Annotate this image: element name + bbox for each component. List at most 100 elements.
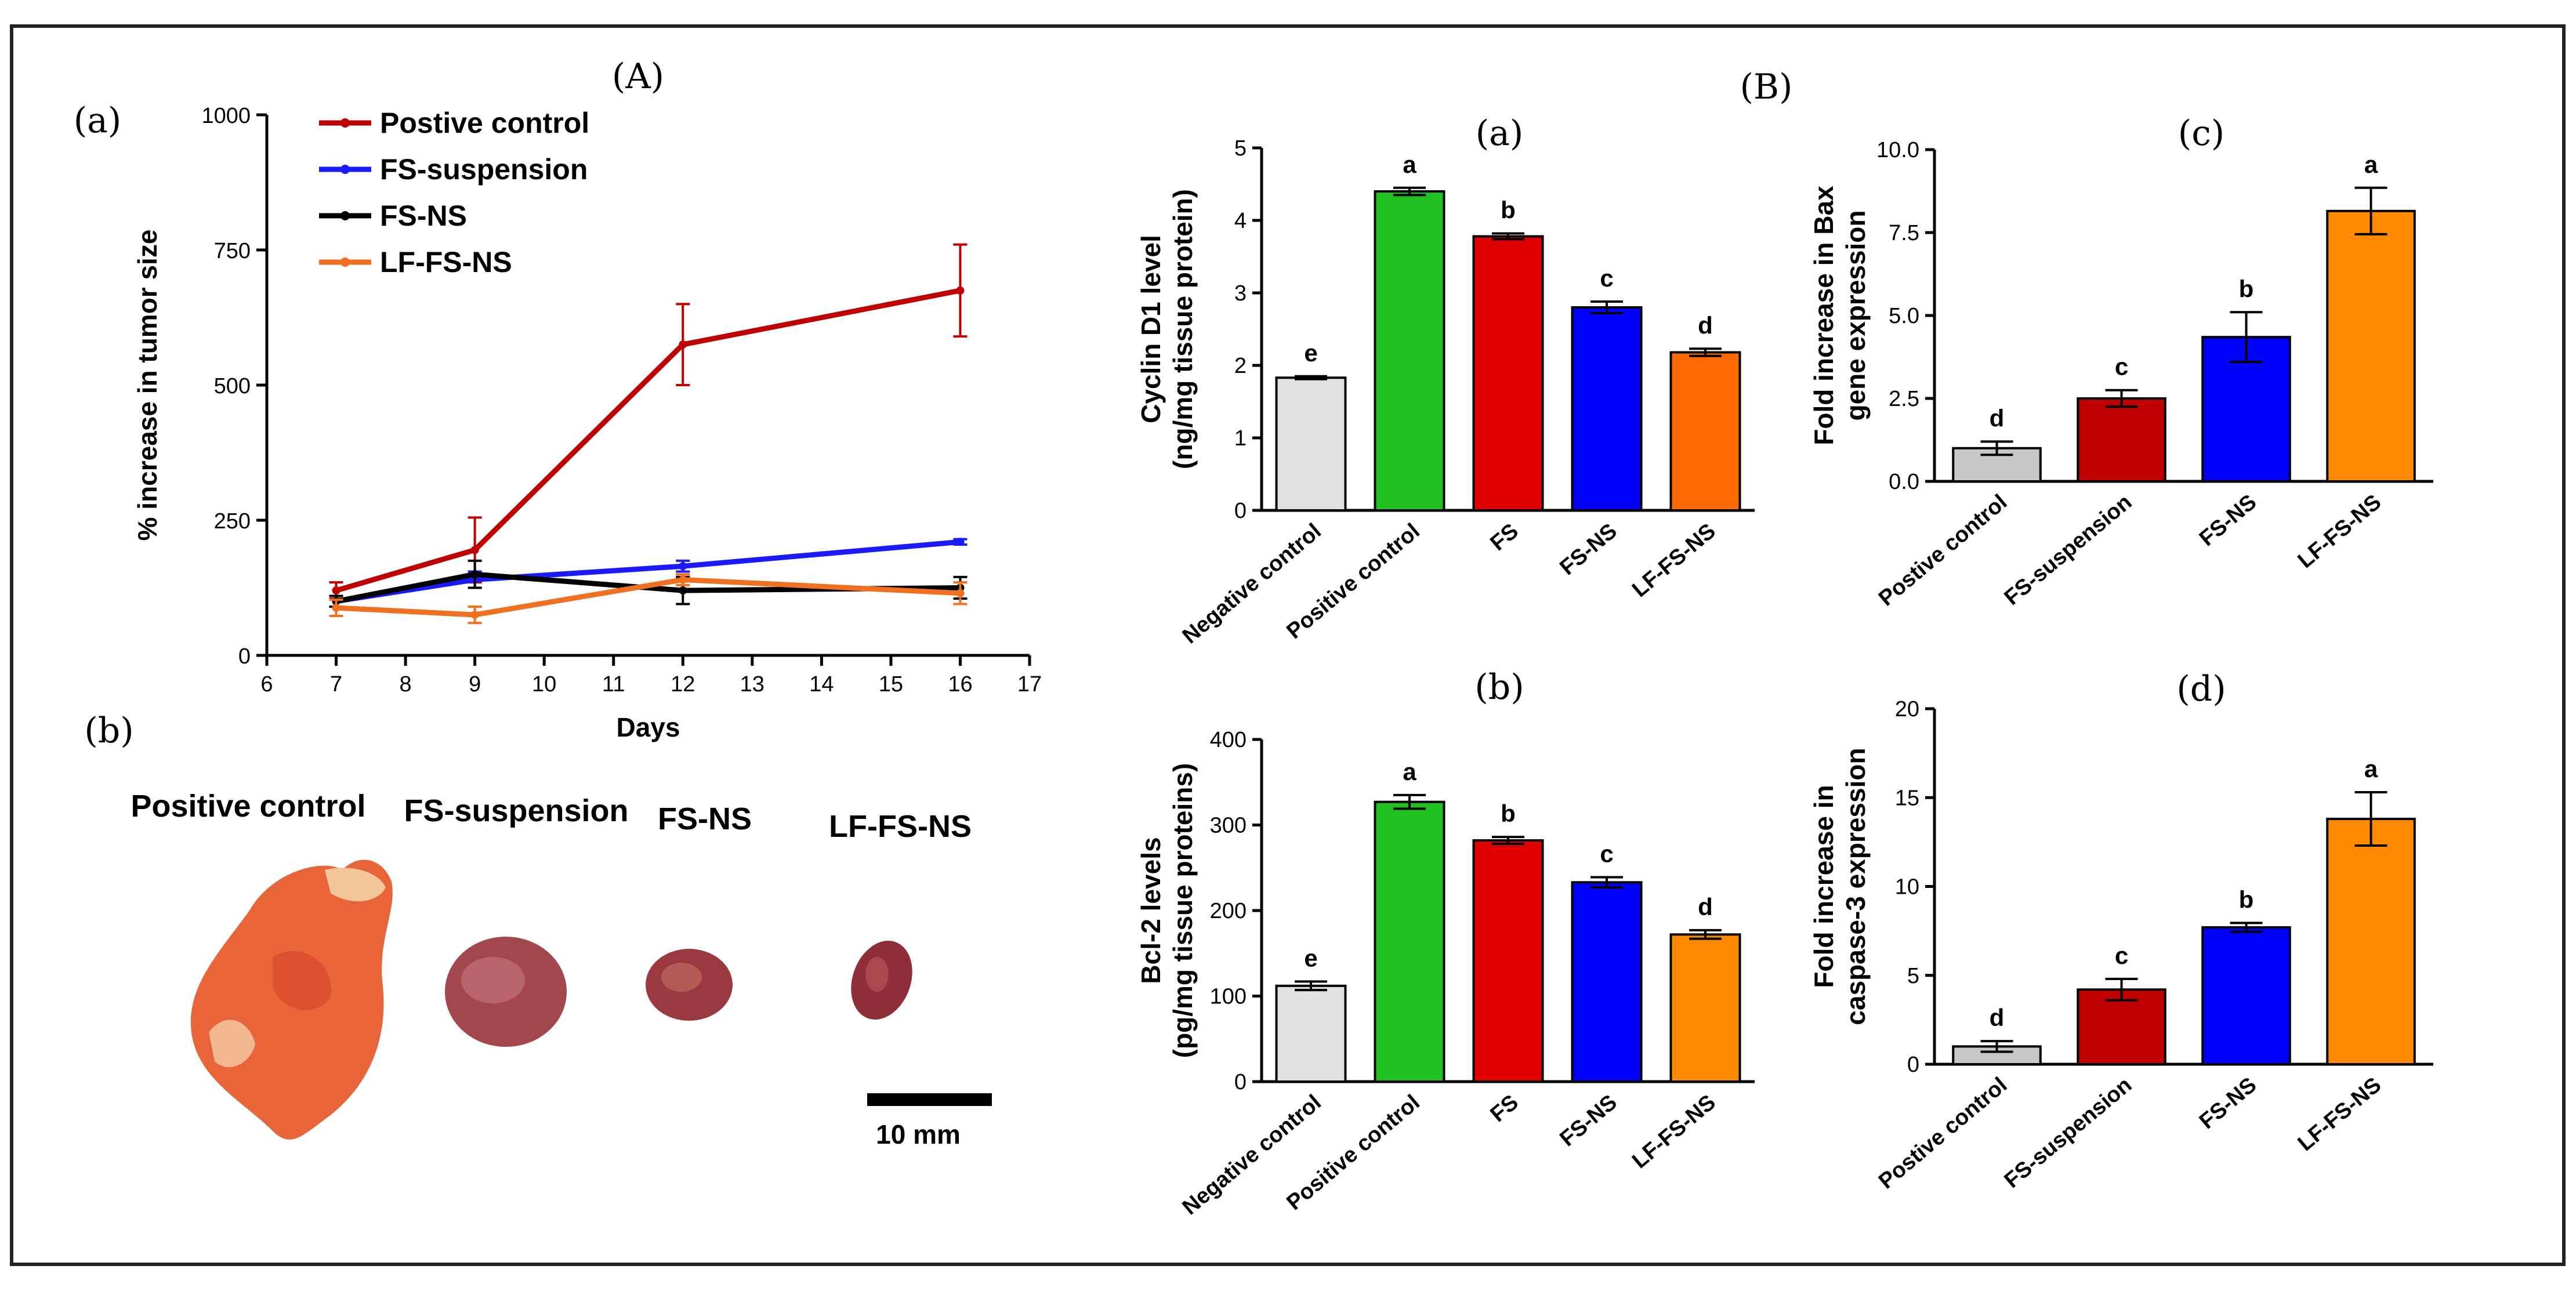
photo-label-positive-control: Positive control: [131, 789, 365, 824]
category-label-fs-ns: FS-NS: [2195, 490, 2261, 551]
legend-marker-lf-fs-ns: [340, 258, 350, 267]
bar-fs: [1472, 235, 1544, 512]
category-label-lf-fs-ns: LF-FS-NS: [1628, 519, 1720, 602]
legend-marker-postive-control: [340, 118, 350, 128]
data-point-fs-ns: [470, 570, 479, 579]
significance-letter-fs-suspension: c: [2115, 942, 2128, 969]
y-tick-label: 400: [1210, 728, 1247, 752]
y-tick-label: 3: [1234, 281, 1247, 306]
panel-label: (d): [2176, 669, 2226, 709]
significance-letter-lf-fs-ns: a: [2364, 151, 2378, 178]
bar-lf-fs-ns: [1669, 933, 1741, 1083]
significance-letter-postive-control: d: [1990, 404, 2005, 431]
category-label-lf-fs-ns: LF-FS-NS: [1628, 1090, 1720, 1173]
x-tick-label: 16: [948, 672, 972, 697]
bar-chart-cyclin-d1: (a) 0 1 2 3 4 5 Cyclin D1 level (ng/mg tissue pr…: [1136, 113, 1755, 648]
scale-bar-label: 10 mm: [876, 1119, 961, 1149]
category-label-fs: FS: [1486, 519, 1523, 556]
bar-negative-control: [1275, 376, 1347, 512]
error-bar-fs: [1492, 836, 1524, 845]
category-label-fs: FS: [1486, 1090, 1523, 1127]
data-point-lf-fs-ns: [956, 589, 965, 597]
category-label-postive-control: Postive control: [1874, 1073, 2012, 1194]
tumor-image-lf-fs-ns: [851, 941, 912, 1020]
significance-letter-fs: b: [1501, 197, 1516, 224]
panel-label-A: (A): [612, 56, 664, 97]
photo-label-lf-fs-ns: LF-FS-NS: [829, 809, 972, 844]
significance-letter-positive-control: a: [1403, 758, 1416, 785]
series-line-lf-fs-ns: [336, 577, 961, 618]
significance-letter-fs-ns: b: [2239, 275, 2254, 302]
y-tick-label: 300: [1210, 814, 1247, 838]
x-tick-label: 13: [740, 672, 765, 697]
photo-label-fs-ns: FS-NS: [658, 802, 752, 836]
category-label-fs-suspension: FS-suspension: [2000, 490, 2137, 610]
y-tick-label: 2.5: [1889, 387, 1919, 411]
data-point-postive-control: [470, 546, 479, 554]
data-point-postive-control: [332, 586, 340, 595]
y-tick-label: 0: [1234, 499, 1247, 523]
error-bar-lf-fs-ns: [2354, 186, 2387, 235]
y-tick-label: 250: [214, 509, 251, 534]
error-bar-positive-control: [1393, 793, 1426, 810]
y-tick-label: 500: [214, 374, 251, 398]
panel-label: (a): [1476, 113, 1524, 154]
x-tick-label: 12: [671, 672, 695, 697]
series-line-fs-ns: [335, 571, 961, 604]
legend-label-postive-control: Postive control: [380, 107, 589, 139]
error-bar-fs-ns: [2230, 922, 2263, 933]
legend-label-lf-fs-ns: LF-FS-NS: [380, 246, 512, 278]
y-axis-title-line: gene expression: [1840, 210, 1871, 420]
panel-label-A-b: (b): [84, 710, 133, 751]
significance-letter-fs-ns: b: [2239, 886, 2254, 913]
significance-letter-fs: b: [1501, 800, 1516, 827]
data-point-postive-control: [679, 340, 687, 349]
category-label-postive-control: Postive control: [1874, 490, 2012, 611]
significance-letter-negative-control: e: [1304, 339, 1317, 367]
scale-bar: [867, 1093, 992, 1106]
panel-label-B: (B): [1740, 67, 1793, 107]
y-tick-label: 5: [1907, 964, 1919, 988]
data-point-lf-fs-ns: [470, 611, 479, 619]
error-bar-fs-ns: [2230, 311, 2263, 364]
bar-chart-caspase3: (d) 0 5 10 15 20 Fold increase in caspase-3 exp…: [1809, 669, 2433, 1194]
error-bar-postive-control: [1980, 440, 2013, 456]
y-tick-label: 200: [1210, 899, 1247, 923]
y-tick-label: 0: [1234, 1070, 1247, 1094]
category-label-fs-ns: FS-NS: [2195, 1073, 2261, 1134]
error-bar-fs-ns: [1590, 876, 1623, 889]
bar-fs-suspension: [2077, 988, 2166, 1066]
tumor-image-positive-control: [190, 860, 393, 1140]
error-bar-negative-control: [1295, 980, 1327, 992]
x-tick-label: 17: [1017, 672, 1042, 697]
x-tick-label: 7: [330, 672, 342, 697]
y-axis-title-line: Fold increase in: [1809, 785, 1839, 988]
y-axis-title-line: Cyclin D1 level: [1136, 235, 1166, 423]
x-tick-label: 10: [532, 672, 556, 697]
bar-chart-bax: (c) 0.0 2.5 5.0 7.5 10.0 Fold increase in Bax g…: [1809, 113, 2433, 611]
data-point-lf-fs-ns: [332, 603, 340, 612]
error-bar-fs: [1492, 232, 1524, 241]
error-bar-fs-suspension: [2105, 389, 2138, 408]
y-tick-label: 4: [1234, 209, 1247, 233]
panel-label: (b): [1474, 667, 1524, 708]
photo-label-fs-suspension: FS-suspension: [404, 793, 628, 828]
error-bar-lf-fs-ns: [1689, 929, 1722, 940]
category-label-lf-fs-ns: LF-FS-NS: [2294, 490, 2386, 573]
bar-chart-bcl2: (b) 0 100 200 300 400 Bcl-2 levels (pg/mg tissu…: [1136, 667, 1755, 1220]
y-tick-label: 0: [238, 644, 251, 669]
legend-marker-fs-suspension: [340, 165, 350, 174]
error-bar-fs-suspension: [2105, 977, 2138, 1002]
significance-letter-fs-suspension: c: [2115, 353, 2128, 380]
y-tick-label: 20: [1895, 697, 1919, 721]
significance-letter-positive-control: a: [1403, 151, 1416, 178]
y-tick-label: 2: [1234, 354, 1247, 378]
significance-letter-lf-fs-ns: d: [1698, 311, 1713, 339]
legend-marker-fs-ns: [340, 211, 350, 220]
data-point-fs-suspension: [679, 562, 687, 571]
bar-lf-fs-ns: [2326, 818, 2416, 1066]
tumor-image-fs-suspension: [445, 937, 567, 1047]
y-tick-label: 0: [1907, 1053, 1919, 1077]
category-label-fs-ns: FS-NS: [1555, 519, 1621, 580]
